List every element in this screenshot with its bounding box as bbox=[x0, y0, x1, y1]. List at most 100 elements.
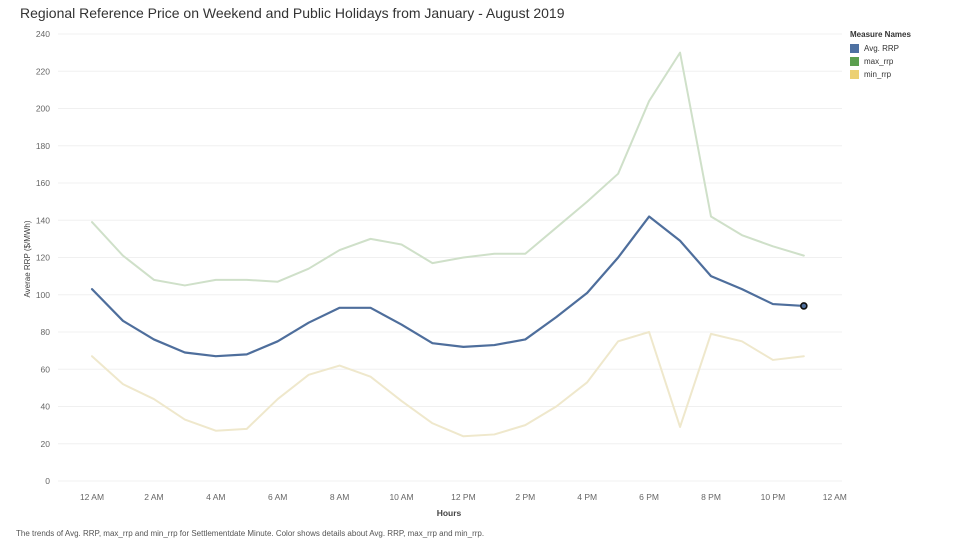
series-line-avg-rrp bbox=[90, 215, 805, 358]
x-tick-label: 12 PM bbox=[451, 492, 476, 502]
data-point-min-rrp bbox=[739, 339, 744, 344]
data-point-min-rrp bbox=[213, 428, 218, 433]
data-point-min-rrp bbox=[801, 354, 806, 359]
data-point-avg-rrp bbox=[213, 354, 218, 359]
data-point-max-rrp bbox=[678, 50, 683, 55]
data-point-avg-rrp bbox=[120, 318, 125, 323]
data-point-min-rrp bbox=[430, 421, 435, 426]
data-point-avg-rrp bbox=[616, 255, 621, 260]
data-point-max-rrp bbox=[709, 214, 714, 219]
data-point-max-rrp bbox=[120, 253, 125, 258]
y-axis-title: Averae RRP ($/MWh) bbox=[23, 220, 32, 297]
legend-item-min-rrp[interactable]: min_rrp bbox=[850, 68, 950, 81]
chart-caption: The trends of Avg. RRP, max_rrp and min_… bbox=[16, 529, 485, 538]
data-point-min-rrp bbox=[616, 339, 621, 344]
data-point-min-rrp bbox=[306, 372, 311, 377]
data-point-max-rrp bbox=[306, 266, 311, 271]
series-line-min-rrp bbox=[91, 331, 805, 438]
data-point-avg-rrp bbox=[244, 352, 249, 357]
data-point-min-rrp bbox=[399, 398, 404, 403]
y-tick-label: 80 bbox=[41, 327, 51, 337]
highlighted-point[interactable] bbox=[800, 302, 808, 310]
y-tick-label: 240 bbox=[36, 29, 50, 39]
data-point-max-rrp bbox=[770, 244, 775, 249]
data-point-avg-rrp bbox=[430, 341, 435, 346]
data-point-avg-rrp bbox=[554, 315, 559, 320]
data-point-min-rrp bbox=[770, 357, 775, 362]
data-point-min-rrp bbox=[461, 434, 466, 439]
x-axis-title: Hours bbox=[437, 508, 462, 518]
legend-title: Measure Names bbox=[850, 30, 911, 39]
data-point-avg-rrp bbox=[151, 337, 156, 342]
data-point-max-rrp bbox=[801, 253, 806, 258]
data-point-min-rrp bbox=[709, 331, 714, 336]
data-point-min-rrp bbox=[182, 417, 187, 422]
data-point-max-rrp bbox=[616, 171, 621, 176]
data-point-max-rrp bbox=[275, 279, 280, 284]
data-point-max-rrp bbox=[213, 277, 218, 282]
y-tick-label: 0 bbox=[45, 476, 50, 486]
data-point-avg-rrp bbox=[461, 344, 466, 349]
data-point-avg-rrp bbox=[709, 274, 714, 279]
data-point-avg-rrp bbox=[678, 238, 683, 243]
y-tick-label: 100 bbox=[36, 290, 50, 300]
legend: Measure Names Avg. RRP max_rrp min_rrp bbox=[850, 30, 950, 81]
data-point-avg-rrp bbox=[585, 290, 590, 295]
y-tick-label: 60 bbox=[41, 364, 51, 374]
data-point-max-rrp bbox=[151, 277, 156, 282]
legend-item-max-rrp[interactable]: max_rrp bbox=[850, 55, 950, 68]
legend-swatch bbox=[850, 57, 859, 66]
data-point-max-rrp bbox=[461, 255, 466, 260]
data-point-max-rrp bbox=[182, 283, 187, 288]
data-point-min-rrp bbox=[368, 374, 373, 379]
legend-label: min_rrp bbox=[864, 70, 892, 79]
x-tick-label: 8 PM bbox=[701, 492, 721, 502]
x-tick-label: 4 AM bbox=[206, 492, 225, 502]
y-tick-label: 220 bbox=[36, 66, 50, 76]
data-point-avg-rrp bbox=[182, 350, 187, 355]
data-point-max-rrp bbox=[90, 220, 95, 225]
data-point-min-rrp bbox=[647, 330, 652, 335]
x-tick-label: 10 AM bbox=[389, 492, 413, 502]
data-point-min-rrp bbox=[244, 426, 249, 431]
data-point-max-rrp bbox=[554, 225, 559, 230]
legend-item-avg-rrp[interactable]: Avg. RRP bbox=[850, 42, 950, 55]
x-tick-label: 10 PM bbox=[761, 492, 786, 502]
legend-label: Avg. RRP bbox=[864, 44, 899, 53]
y-tick-label: 120 bbox=[36, 253, 50, 263]
data-point-avg-rrp bbox=[647, 214, 652, 219]
y-tick-label: 180 bbox=[36, 141, 50, 151]
y-tick-label: 200 bbox=[36, 104, 50, 114]
data-point-avg-rrp bbox=[523, 337, 528, 342]
data-point-min-rrp bbox=[523, 423, 528, 428]
data-point-max-rrp bbox=[244, 277, 249, 282]
data-point-min-rrp bbox=[337, 363, 342, 368]
data-point-avg-rrp bbox=[368, 305, 373, 310]
data-point-avg-rrp bbox=[492, 343, 497, 348]
y-tick-label: 140 bbox=[36, 215, 50, 225]
data-point-max-rrp bbox=[585, 199, 590, 204]
data-point-max-rrp bbox=[492, 251, 497, 256]
chart-title: Regional Reference Price on Weekend and … bbox=[20, 5, 565, 21]
data-point-avg-rrp bbox=[337, 305, 342, 310]
x-tick-label: 4 PM bbox=[577, 492, 597, 502]
data-point-min-rrp bbox=[275, 397, 280, 402]
data-point-max-rrp bbox=[430, 261, 435, 266]
legend-swatch bbox=[850, 70, 859, 79]
data-point-avg-rrp bbox=[399, 322, 404, 327]
y-tick-label: 20 bbox=[41, 439, 51, 449]
data-point-min-rrp bbox=[554, 404, 559, 409]
data-point-avg-rrp bbox=[90, 287, 95, 292]
x-tick-label: 6 PM bbox=[639, 492, 659, 502]
data-point-min-rrp bbox=[678, 424, 683, 429]
data-point-min-rrp bbox=[151, 397, 156, 402]
data-point-avg-rrp bbox=[739, 287, 744, 292]
x-tick-label: 6 AM bbox=[268, 492, 287, 502]
legend-label: max_rrp bbox=[864, 57, 894, 66]
x-tick-label: 12 AM bbox=[80, 492, 104, 502]
data-point-min-rrp bbox=[120, 382, 125, 387]
series-line-max-rrp bbox=[91, 51, 805, 287]
data-point-min-rrp bbox=[585, 380, 590, 385]
y-tick-label: 160 bbox=[36, 178, 50, 188]
